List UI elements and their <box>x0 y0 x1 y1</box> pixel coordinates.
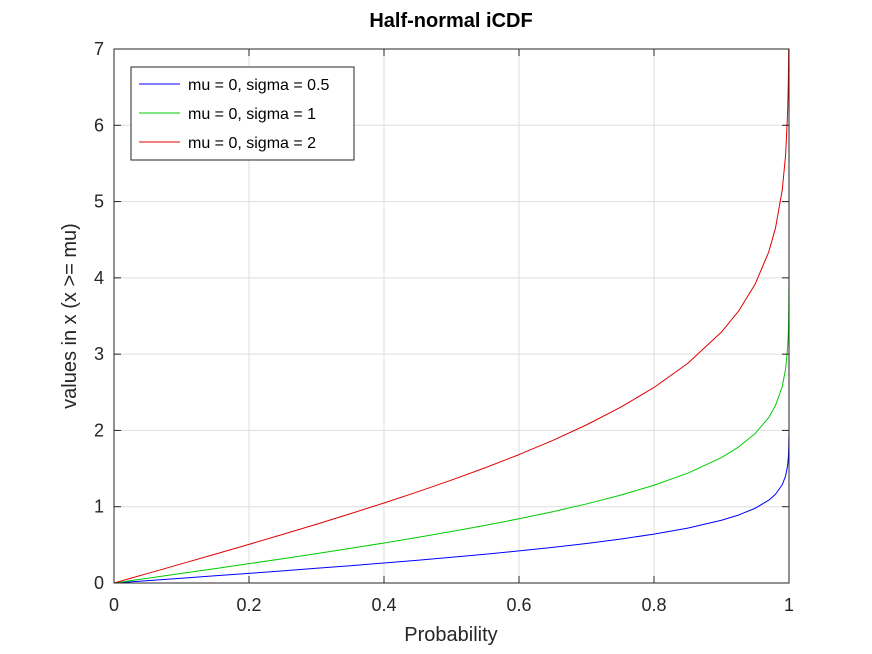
legend-label-1: mu = 0, sigma = 0.5 <box>188 77 330 94</box>
x-tick-label: 0.6 <box>506 595 531 615</box>
series-group <box>114 49 789 583</box>
series-line-3 <box>114 49 789 583</box>
chart-title: Half-normal iCDF <box>369 10 532 32</box>
x-tick-label: 0.4 <box>371 595 396 615</box>
x-tick-label: 0.2 <box>236 595 261 615</box>
y-tick-label: 7 <box>94 39 104 59</box>
x-axis-label: Probability <box>404 624 497 646</box>
legend: mu = 0, sigma = 0.5 mu = 0, sigma = 1 mu =… <box>130 66 355 161</box>
plot-frame <box>113 48 790 584</box>
legend-label-3: mu = 0, sigma = 2 <box>188 135 316 152</box>
x-tick-label: 0 <box>109 595 119 615</box>
y-tick-label: 1 <box>94 497 104 517</box>
y-tick-label: 0 <box>94 573 104 593</box>
y-tick-label: 4 <box>94 268 104 288</box>
series-line-2 <box>114 286 789 583</box>
legend-label-2: mu = 0, sigma = 1 <box>188 106 316 123</box>
series-line-1 <box>114 434 789 583</box>
y-tick-label: 6 <box>94 115 104 135</box>
x-tick-label: 0.8 <box>641 595 666 615</box>
x-tick-label: 1 <box>784 595 794 615</box>
ticks: 0 0.2 0.4 0.6 0.8 1 0 1 2 3 4 5 6 7 <box>94 39 794 615</box>
y-tick-label: 2 <box>94 420 104 440</box>
y-tick-label: 3 <box>94 344 104 364</box>
y-tick-label: 5 <box>94 192 104 212</box>
y-axis-label: values in x (x >= mu) <box>59 223 81 409</box>
